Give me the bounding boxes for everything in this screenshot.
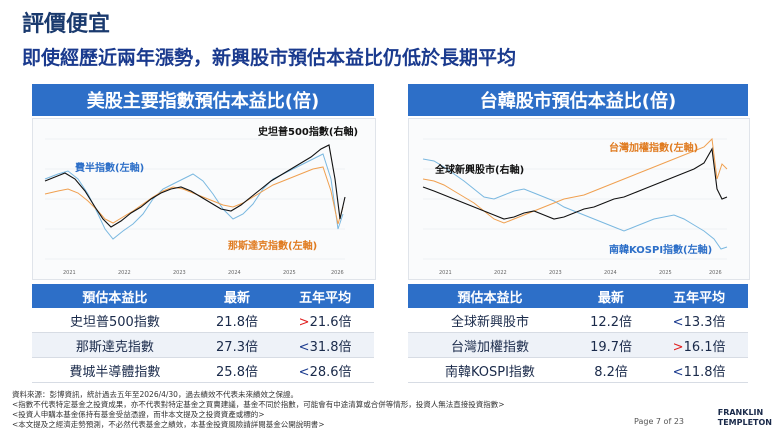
page-number: Page 7 of 23 [634,417,684,426]
nasdaq-label: 那斯達克指數(左軸) [228,239,317,252]
us-table-header-name: 預估本益比 [32,284,198,308]
row-name: 南韓KOSPI指數 [408,357,572,383]
asia-pe-chart: 2021 2022 2023 2024 2025 2026 全球新興股市(右軸)… [408,118,750,280]
row-avg: <13.3倍 [650,308,748,333]
asia-table-header-latest: 最新 [571,284,651,308]
row-latest: 8.2倍 [571,357,651,383]
comparison-sign: > [672,339,684,355]
left-panel-heading: 美股主要指數預估本益比(倍) [32,84,374,116]
asia-pe-chart-svg: 2021 2022 2023 2024 2025 2026 全球新興股市(右軸)… [422,137,728,276]
row-avg: <11.8倍 [650,357,748,383]
em-series-line [422,147,728,220]
row-name: 全球新興股市 [408,308,572,333]
us-pe-table: 預估本益比 最新 五年平均 史坦普500指數 21.8倍 >21.6倍 那斯達克… [32,284,374,383]
footer-line: <投資人申購本基金係持有基金受益憑證，而非本文提及之投資資產或標的> [12,410,265,419]
table-row: 南韓KOSPI指數 8.2倍 <11.8倍 [408,357,748,383]
page-subtitle: 即使經歷近兩年漲勢，新興股市預估本益比仍低於長期平均 [22,47,517,69]
us-table-header-avg: 五年平均 [276,284,374,308]
x-tick-2023: 2023 [173,270,186,276]
x-tick-2022: 2022 [118,270,131,276]
row-avg: <28.6倍 [276,357,374,383]
table-row: 史坦普500指數 21.8倍 >21.6倍 [32,308,374,333]
us-table-header-latest: 最新 [197,284,277,308]
x-tick-2022: 2022 [494,270,507,276]
us-pe-chart: 2021 2022 2023 2024 2025 2026 史坦普500指數(右… [32,118,376,280]
taiex-label: 台灣加權指數(左軸) [609,141,698,154]
kospi-label: 南韓KOSPI指數(左軸) [609,243,712,256]
x-tick-2025: 2025 [283,270,296,276]
x-tick-2021: 2021 [439,270,452,276]
kospi-series-line [422,158,728,250]
sox-label: 費半指數(左軸) [75,161,144,174]
em-label: 全球新興股市(右軸) [434,163,524,176]
row-name: 史坦普500指數 [32,308,198,333]
asia-chart-x-ticks: 2021 2022 2023 2024 2025 2026 [439,270,722,276]
row-latest: 25.8倍 [197,357,277,383]
footer-line: <本文提及之經濟走勢預測，不必然代表基金之績效，本基金投資風險請詳閱基金公開說明… [12,420,325,429]
source-disclaimer: 資料來源：彭博資訊，統計過去五年至2026/4/30，過去績效不代表未來績效之保… [12,390,612,430]
sox-series-line [44,153,344,240]
table-row: 台灣加權指數 19.7倍 >16.1倍 [408,332,748,358]
row-avg: >16.1倍 [650,332,748,358]
comparison-sign: < [672,314,684,330]
asia-table-header-avg: 五年平均 [650,284,748,308]
x-tick-2026: 2026 [709,270,722,276]
footer-line: 資料來源：彭博資訊，統計過去五年至2026/4/30，過去績效不代表未來績效之保… [12,390,298,399]
us-chart-x-ticks: 2021 2022 2023 2024 2025 2026 [63,270,344,276]
row-name: 台灣加權指數 [408,332,572,358]
x-tick-2024: 2024 [228,270,241,276]
row-latest: 19.7倍 [571,332,651,358]
row-avg: >21.6倍 [276,308,374,333]
row-name: 那斯達克指數 [32,332,198,358]
table-row: 費城半導體指數 25.8倍 <28.6倍 [32,357,374,383]
comparison-sign: < [298,364,310,380]
x-tick-2024: 2024 [604,270,617,276]
x-tick-2026: 2026 [331,270,344,276]
comparison-sign: < [298,339,310,355]
row-avg: <31.8倍 [276,332,374,358]
sp500-label: 史坦普500指數(右軸) [258,125,358,138]
table-row: 那斯達克指數 27.3倍 <31.8倍 [32,332,374,358]
footer-line: <指數不代表特定基金之投資成果，亦不代表對特定基金之買賣建議，基金不同於指數，可… [12,400,505,409]
taiex-series-line [422,137,728,224]
page-title: 評價便宜 [22,12,111,37]
us-pe-chart-svg: 2021 2022 2023 2024 2025 2026 史坦普500指數(右… [44,125,358,276]
row-name: 費城半導體指數 [32,357,198,383]
x-tick-2025: 2025 [659,270,672,276]
asia-pe-table: 預估本益比 最新 五年平均 全球新興股市 12.2倍 <13.3倍 台灣加權指數… [408,284,748,383]
x-tick-2023: 2023 [549,270,562,276]
comparison-sign: > [298,314,310,330]
row-latest: 21.8倍 [197,308,277,333]
right-panel-heading: 台韓股市預估本益比(倍) [408,84,748,116]
asia-table-header-name: 預估本益比 [408,284,572,308]
nasdaq-series-line [44,166,344,225]
comparison-sign: < [672,364,684,380]
table-row: 全球新興股市 12.2倍 <13.3倍 [408,308,748,333]
row-latest: 27.3倍 [197,332,277,358]
x-tick-2021: 2021 [63,270,76,276]
row-latest: 12.2倍 [571,308,651,333]
sp500-series-line [44,144,346,228]
franklin-templeton-logo: FRANKLIN TEMPLETON [717,408,772,427]
